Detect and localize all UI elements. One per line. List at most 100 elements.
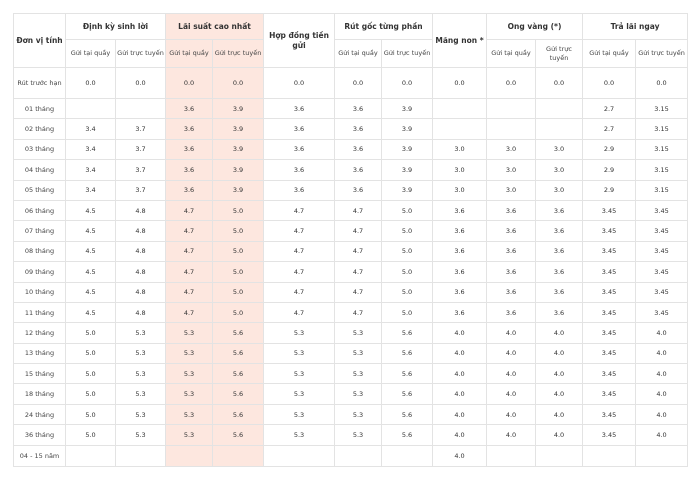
rate-cell: 5.3 xyxy=(114,403,167,426)
header-group-ong-vang: Ong vàng (*) xyxy=(486,13,584,40)
interest-rate-table: Đơn vị tính Định kỳ sinh lời Lãi suất ca… xyxy=(13,13,689,467)
rate-cell: 4.0 xyxy=(535,424,584,446)
rate-cell xyxy=(535,97,584,120)
rate-cell: 3.45 xyxy=(582,424,637,446)
rate-cell: 4.0 xyxy=(535,342,584,365)
rate-cell: 0.0 xyxy=(263,67,336,99)
rate-cell: 3.6 xyxy=(535,240,584,263)
row-unit-label: 08 tháng xyxy=(13,240,66,263)
rate-cell: 3.6 xyxy=(263,118,336,140)
rate-cell: 5.0 xyxy=(381,220,434,242)
rate-cell: 5.6 xyxy=(381,403,434,426)
rate-cell: 4.5 xyxy=(65,220,116,242)
rate-cell: 5.3 xyxy=(165,403,214,426)
rate-cell: 3.6 xyxy=(486,240,537,263)
row-unit-label: 15 tháng xyxy=(13,363,66,385)
rate-cell: 3.6 xyxy=(535,301,584,324)
rate-cell: 4.7 xyxy=(165,261,214,283)
rate-cell: 5.3 xyxy=(165,424,214,446)
rate-cell: 0.0 xyxy=(381,67,434,99)
rate-cell: 3.0 xyxy=(535,138,584,161)
table-row: 18 tháng 5.0 5.3 5.3 5.6 5.3 5.3 5.6 4.0 4.0 4.0 3.… xyxy=(13,383,689,405)
rate-cell: 3.0 xyxy=(535,179,584,201)
subheader-online: Gửi trực tuyến xyxy=(635,39,689,68)
rate-cell: 3.0 xyxy=(432,179,488,201)
header-unit: Đơn vị tính xyxy=(13,13,66,68)
rate-cell: 4.7 xyxy=(263,301,336,324)
rate-cell: 4.7 xyxy=(334,220,383,242)
rate-cell: 0.0 xyxy=(535,67,584,99)
rate-cell: 3.9 xyxy=(212,159,265,181)
rate-cell: 3.45 xyxy=(635,199,689,222)
rate-cell: 4.7 xyxy=(334,240,383,263)
table-row: 15 tháng 5.0 5.3 5.3 5.6 5.3 5.3 5.6 4.0 4.0 4.0 3.… xyxy=(13,363,689,385)
rate-cell xyxy=(114,97,167,120)
rate-cell: 5.3 xyxy=(114,342,167,365)
rate-cell xyxy=(635,444,689,467)
rate-cell: 3.6 xyxy=(486,261,537,283)
rate-cell: 3.6 xyxy=(432,220,488,242)
rate-cell: 3.45 xyxy=(582,301,637,324)
rate-cell: 3.4 xyxy=(65,159,116,181)
rate-cell xyxy=(432,118,488,140)
rate-cell: 5.3 xyxy=(263,383,336,405)
rate-cell: 4.0 xyxy=(635,363,689,385)
subheader-online: Gửi trực tuyến xyxy=(535,39,584,68)
rate-cell: 4.0 xyxy=(432,403,488,426)
rate-cell xyxy=(165,444,214,467)
table-row: 02 tháng 3.4 3.7 3.6 3.9 3.6 3.6 3.9 2.7 3.15 xyxy=(13,118,689,140)
rate-cell: 5.3 xyxy=(334,322,383,344)
header-group-lai-suat-cao-nhat: Lãi suất cao nhất xyxy=(165,13,265,40)
rate-cell: 3.45 xyxy=(582,261,637,283)
rate-cell: 3.45 xyxy=(582,383,637,405)
rate-cell: 3.6 xyxy=(334,138,383,161)
row-unit-label: 10 tháng xyxy=(13,281,66,303)
rate-cell: 3.6 xyxy=(165,159,214,181)
rate-cell: 5.3 xyxy=(114,424,167,446)
rate-cell: 4.0 xyxy=(486,322,537,344)
rate-cell: 4.0 xyxy=(486,363,537,385)
rate-cell: 3.45 xyxy=(582,363,637,385)
subheader-counter: Gửi tại quầy xyxy=(486,39,537,68)
rate-cell xyxy=(334,444,383,467)
rate-cell: 3.15 xyxy=(635,179,689,201)
row-unit-label: 13 tháng xyxy=(13,342,66,365)
rate-cell: 3.9 xyxy=(381,159,434,181)
rate-cell: 4.0 xyxy=(432,342,488,365)
rate-cell: 0.0 xyxy=(212,67,265,99)
rate-cell: 4.0 xyxy=(486,424,537,446)
rate-cell: 4.0 xyxy=(486,403,537,426)
rate-cell: 3.6 xyxy=(334,159,383,181)
rate-cell: 5.6 xyxy=(381,383,434,405)
rate-cell: 3.6 xyxy=(165,138,214,161)
rate-cell: 3.9 xyxy=(212,97,265,120)
rate-cell: 3.15 xyxy=(635,118,689,140)
rate-cell: 5.3 xyxy=(334,363,383,385)
rate-cell: 3.6 xyxy=(432,301,488,324)
rate-cell: 4.0 xyxy=(432,322,488,344)
row-unit-label: 12 tháng xyxy=(13,322,66,344)
row-unit-label: 36 tháng xyxy=(13,424,66,446)
rate-cell: 4.8 xyxy=(114,301,167,324)
rate-cell: 4.8 xyxy=(114,220,167,242)
rate-cell: 4.5 xyxy=(65,261,116,283)
header-group-hop-dong-tien-gui: Hợp đồng tiền gửi xyxy=(263,13,336,68)
rate-cell: 3.45 xyxy=(582,322,637,344)
rate-cell: 5.0 xyxy=(65,424,116,446)
rate-cell: 3.6 xyxy=(165,97,214,120)
rate-cell: 3.4 xyxy=(65,118,116,140)
subheader-counter: Gửi tại quầy xyxy=(165,39,214,68)
rate-cell: 0.0 xyxy=(486,67,537,99)
rate-cell: 4.7 xyxy=(263,261,336,283)
rate-cell: 4.0 xyxy=(635,342,689,365)
rate-cell: 2.7 xyxy=(582,97,637,120)
rate-cell: 3.45 xyxy=(635,240,689,263)
rate-cell: 3.45 xyxy=(635,261,689,283)
rate-cell xyxy=(432,97,488,120)
rate-cell: 3.45 xyxy=(635,301,689,324)
rate-cell: 4.7 xyxy=(334,199,383,222)
rates-table-container: Đơn vị tính Định kỳ sinh lời Lãi suất ca… xyxy=(13,13,689,467)
rate-cell xyxy=(65,97,116,120)
rate-cell: 5.6 xyxy=(212,424,265,446)
rate-cell: 0.0 xyxy=(334,67,383,99)
